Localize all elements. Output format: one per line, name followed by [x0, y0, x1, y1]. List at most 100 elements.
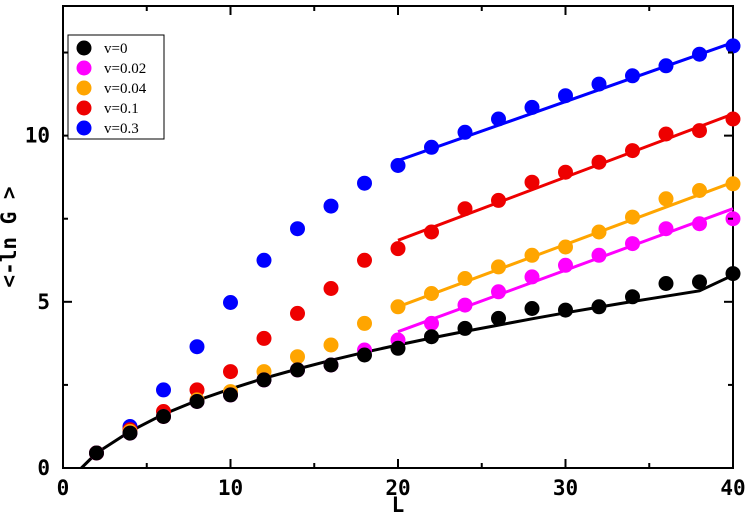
x-tick-label: 0 [57, 476, 70, 500]
point-v=0.04 [625, 209, 640, 225]
point-v=0.1 [223, 364, 238, 380]
point-v=0 [524, 301, 540, 316]
x-axis-ticks: 0 10 20 30 40 [57, 6, 746, 500]
point-v=0 [323, 357, 339, 373]
point-v=0.1 [357, 252, 372, 268]
y-axis-ticks: 0 5 10 [25, 51, 733, 480]
point-v=0.3 [223, 295, 238, 310]
legend-label: v=0.04 [104, 81, 147, 97]
point-v=0.3 [558, 88, 573, 104]
point-v=0.1 [323, 281, 339, 296]
point-v=0 [457, 320, 473, 336]
point-v=0.02 [625, 236, 640, 252]
point-v=0.04 [357, 315, 372, 331]
point-v=0.3 [290, 221, 305, 237]
point-v=0.04 [390, 299, 406, 315]
point-v=0 [625, 289, 640, 305]
y-tick-label: 0 [37, 456, 50, 480]
point-v=0 [189, 394, 205, 409]
point-v=0.04 [290, 349, 305, 365]
point-v=0.04 [658, 191, 674, 207]
point-v=0.3 [625, 68, 640, 84]
point-v=0 [256, 372, 272, 388]
point-v=0.1 [725, 111, 741, 127]
legend-marker [76, 80, 92, 96]
point-v=0 [591, 299, 607, 315]
point-v=0.3 [357, 175, 372, 191]
fit-lines [80, 41, 734, 470]
point-v=0.3 [591, 76, 607, 92]
point-v=0.3 [692, 46, 707, 62]
point-v=0 [290, 362, 305, 378]
point-v=0.04 [323, 337, 339, 353]
point-v=0.3 [725, 38, 741, 54]
point-v=0 [89, 445, 104, 461]
point-v=0.1 [256, 330, 272, 346]
point-v=0.1 [558, 164, 573, 180]
x-axis-title: L [392, 493, 405, 517]
legend-label: v=0 [104, 41, 127, 57]
x-tick-label: 30 [553, 476, 578, 500]
point-v=0.1 [424, 224, 439, 240]
point-v=0.3 [457, 124, 473, 140]
point-v=0 [658, 276, 674, 291]
y-tick-label: 5 [37, 290, 50, 314]
point-v=0.1 [625, 143, 640, 159]
legend-marker [76, 40, 92, 56]
y-axis-title: <-ln G > [0, 186, 21, 287]
point-v=0.3 [658, 58, 674, 74]
point-v=0.04 [558, 239, 573, 255]
point-v=0.02 [457, 297, 473, 313]
point-v=0.3 [256, 252, 272, 268]
point-v=0.3 [390, 158, 406, 173]
point-v=0.1 [591, 154, 607, 170]
point-v=0.3 [491, 111, 506, 127]
point-v=0.04 [491, 259, 506, 275]
point-v=0 [558, 302, 573, 318]
point-v=0.02 [491, 284, 506, 300]
point-v=0 [390, 340, 406, 356]
point-v=0.3 [524, 99, 540, 115]
point-v=0.1 [290, 305, 305, 321]
point-v=0.3 [323, 198, 339, 214]
point-v=0.1 [457, 201, 473, 217]
point-v=0.02 [692, 216, 707, 232]
point-v=0.02 [658, 221, 674, 237]
point-v=0 [725, 266, 741, 282]
legend-label: v=0.3 [104, 121, 139, 137]
data-points [89, 38, 741, 461]
legend-marker [76, 120, 92, 136]
point-v=0.3 [424, 139, 439, 155]
point-v=0 [122, 425, 138, 441]
point-v=0.04 [725, 176, 741, 192]
y-tick-label: 10 [25, 124, 50, 148]
point-v=0.04 [591, 224, 607, 240]
point-v=0 [156, 409, 171, 424]
point-v=0.02 [424, 315, 439, 331]
legend-marker [76, 100, 92, 116]
point-v=0 [692, 274, 707, 290]
legend-label: v=0.1 [104, 101, 139, 117]
point-v=0 [424, 329, 439, 345]
x-tick-label: 20 [385, 476, 410, 500]
point-v=0.04 [524, 247, 540, 263]
x-tick-label: 40 [720, 476, 745, 500]
point-v=0.1 [390, 241, 406, 257]
point-v=0.04 [692, 183, 707, 198]
point-v=0.1 [524, 174, 540, 190]
point-v=0 [491, 310, 506, 326]
point-v=0.02 [524, 269, 540, 285]
legend-marker [76, 60, 92, 76]
point-v=0 [357, 347, 372, 363]
point-v=0.04 [424, 286, 439, 301]
point-v=0.1 [658, 126, 674, 142]
point-v=0.1 [692, 123, 707, 139]
point-v=0.04 [457, 271, 473, 286]
point-v=0.3 [156, 382, 171, 398]
legend: v=0 v=0.02 v=0.04 v=0.1 v=0.3 [67, 34, 165, 140]
point-v=0 [223, 387, 238, 403]
point-v=0.02 [558, 257, 573, 273]
point-v=0.1 [491, 192, 506, 208]
point-v=0.02 [591, 247, 607, 263]
